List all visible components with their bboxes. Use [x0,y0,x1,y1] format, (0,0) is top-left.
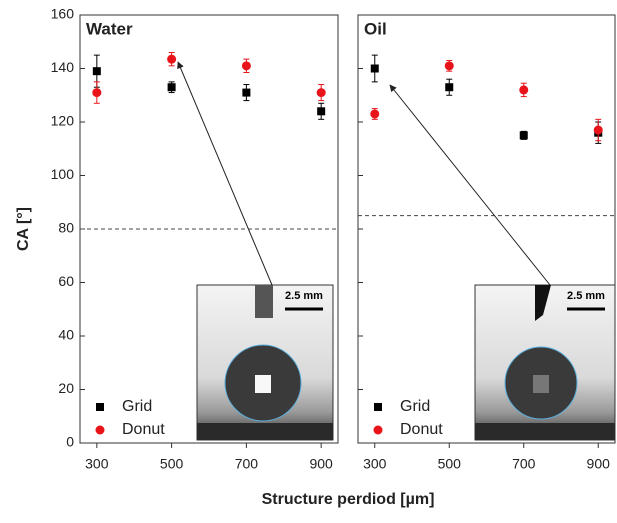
point [594,126,603,135]
legend-label: Grid [400,398,430,415]
point [168,83,176,91]
droplet-highlight [255,375,271,393]
legend-label: Donut [400,421,443,438]
point [242,61,251,70]
point [317,88,326,97]
droplet-highlight [533,375,549,393]
legend-marker [374,426,383,435]
figure: CA [°] Structure perdiod [µm] 0 20 40 60 80 1… [0,0,617,518]
inset-substrate [475,423,615,440]
point [445,83,453,91]
y-tick-label: 60 [58,273,74,289]
y-tick-label: 120 [51,113,75,129]
x-tick-label: 500 [438,456,462,472]
y-tick-label: 80 [58,220,74,236]
y-tick-label: 40 [58,327,74,343]
y-tick-label: 160 [51,6,75,22]
legend-label: Grid [122,398,152,415]
needle [255,285,273,318]
legend-marker [374,403,382,411]
x-tick-label: 900 [309,456,333,472]
pointer-arrow [178,62,272,285]
x-tick-label: 300 [363,456,387,472]
x-tick-label: 500 [160,456,184,472]
point [445,61,454,70]
point [92,88,101,97]
point [167,55,176,64]
legend-marker [96,403,104,411]
legend-label: Donut [122,421,165,438]
point [371,65,379,73]
y-axis-label: CA [°] [15,207,32,251]
y-tick-label: 140 [51,59,75,75]
x-tick-label: 700 [235,456,259,472]
point [317,107,325,115]
inset-label: 2.5 mm [285,290,323,302]
inset-label: 2.5 mm [567,290,605,302]
panel-title: Water [86,19,133,38]
x-tick-label: 300 [85,456,109,472]
panel-title: Oil [364,19,387,38]
point [370,109,379,118]
inset-substrate [197,423,333,440]
y-tick-label: 20 [58,380,74,396]
pointer-arrow [390,85,550,285]
x-tick-label: 700 [512,456,536,472]
point [520,131,528,139]
legend-marker [96,426,105,435]
point [93,67,101,75]
point [519,85,528,94]
y-tick-label: 0 [66,434,74,450]
x-axis-label: Structure perdiod [µm] [262,491,435,508]
x-tick-label: 900 [587,456,611,472]
y-tick-label: 100 [51,166,75,182]
point [242,89,250,97]
